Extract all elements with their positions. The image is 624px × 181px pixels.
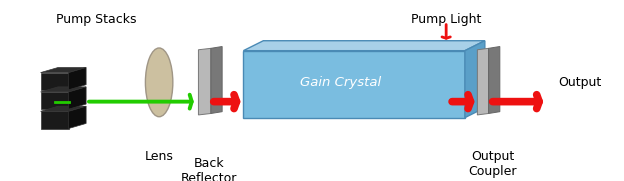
Text: Back
Reflector: Back Reflector [181, 157, 237, 181]
Text: Output: Output [558, 76, 602, 89]
Polygon shape [489, 47, 500, 113]
Polygon shape [41, 87, 86, 92]
Polygon shape [41, 106, 86, 111]
Polygon shape [477, 48, 489, 115]
Polygon shape [211, 47, 222, 113]
Text: Pump Stacks: Pump Stacks [56, 13, 137, 26]
Polygon shape [41, 73, 69, 90]
Polygon shape [41, 68, 86, 73]
Polygon shape [243, 41, 485, 51]
Polygon shape [41, 111, 69, 129]
Polygon shape [198, 48, 211, 115]
Polygon shape [69, 68, 86, 90]
Polygon shape [243, 51, 465, 118]
Polygon shape [465, 41, 485, 118]
Ellipse shape [145, 48, 173, 117]
Polygon shape [41, 92, 69, 109]
Text: Gain Crystal: Gain Crystal [300, 76, 381, 89]
Text: Output
Coupler: Output Coupler [469, 150, 517, 178]
Text: Pump Light: Pump Light [411, 13, 481, 26]
Polygon shape [69, 106, 86, 129]
Text: Lens: Lens [145, 150, 173, 163]
Polygon shape [69, 87, 86, 109]
